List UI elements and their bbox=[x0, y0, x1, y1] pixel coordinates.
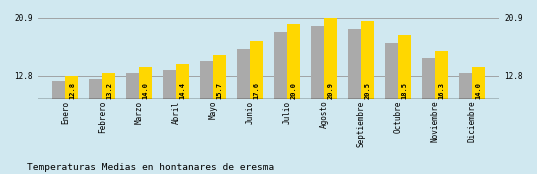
Bar bbox=[361, 21, 374, 99]
Text: 20.0: 20.0 bbox=[291, 82, 296, 99]
Text: 14.0: 14.0 bbox=[143, 82, 149, 99]
Text: 14.0: 14.0 bbox=[475, 82, 481, 99]
Bar bbox=[89, 78, 102, 99]
Bar bbox=[422, 58, 434, 99]
Bar bbox=[126, 73, 139, 99]
Bar bbox=[398, 35, 411, 99]
Bar bbox=[274, 32, 287, 99]
Bar bbox=[103, 73, 115, 99]
Bar bbox=[324, 18, 337, 99]
Bar bbox=[52, 81, 65, 99]
Text: 20.5: 20.5 bbox=[365, 82, 371, 99]
Bar bbox=[213, 55, 226, 99]
Bar bbox=[163, 70, 176, 99]
Text: 12.8: 12.8 bbox=[69, 82, 75, 99]
Bar bbox=[237, 49, 250, 99]
Bar bbox=[459, 73, 471, 99]
Text: 20.9: 20.9 bbox=[328, 82, 333, 99]
Bar bbox=[66, 76, 78, 99]
Text: 17.6: 17.6 bbox=[253, 82, 260, 99]
Bar bbox=[250, 41, 263, 99]
Bar bbox=[472, 67, 485, 99]
Text: 15.7: 15.7 bbox=[217, 82, 223, 99]
Text: 16.3: 16.3 bbox=[438, 82, 445, 99]
Text: 13.2: 13.2 bbox=[106, 82, 112, 99]
Bar bbox=[435, 51, 448, 99]
Bar bbox=[140, 67, 153, 99]
Bar bbox=[311, 26, 324, 99]
Text: 14.4: 14.4 bbox=[180, 82, 186, 99]
Bar bbox=[200, 61, 213, 99]
Bar bbox=[348, 29, 361, 99]
Bar bbox=[287, 24, 300, 99]
Bar bbox=[384, 43, 397, 99]
Text: Temperaturas Medias en hontanares de eresma: Temperaturas Medias en hontanares de ere… bbox=[27, 163, 274, 172]
Bar bbox=[176, 64, 189, 99]
Text: 18.5: 18.5 bbox=[402, 82, 408, 99]
